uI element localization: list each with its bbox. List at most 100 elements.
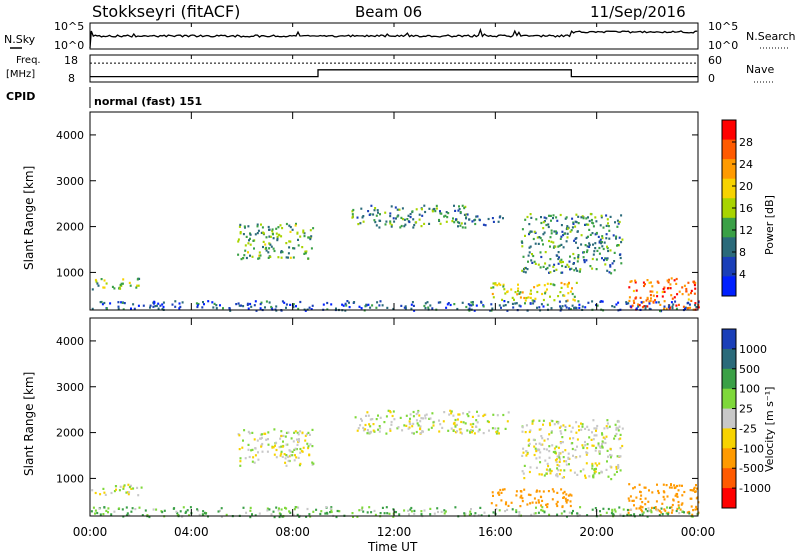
velocity-cell — [678, 506, 681, 509]
power-cell — [591, 232, 594, 235]
power-cell — [152, 305, 155, 308]
power-cell — [513, 298, 515, 301]
power-cell — [616, 219, 619, 222]
power-cell — [378, 226, 381, 229]
velocity-cell — [550, 469, 553, 473]
power-cell — [304, 309, 307, 312]
power-cell — [552, 217, 554, 220]
velocity-cell — [593, 472, 596, 475]
velocity-cell — [416, 422, 419, 425]
power-colorbar-segment — [722, 159, 736, 180]
power-cell — [601, 235, 604, 238]
velocity-cell — [242, 506, 245, 509]
freq-panel-frame — [89, 54, 699, 83]
power-cell — [289, 240, 292, 243]
velocity-cell — [558, 426, 561, 429]
velocity-cell — [397, 426, 400, 429]
velocity-cell — [582, 468, 585, 471]
power-cell — [460, 222, 463, 225]
power-cell — [571, 217, 574, 220]
power-cell — [552, 214, 555, 217]
velocity-cell — [559, 442, 562, 445]
velocity-cell — [635, 496, 638, 499]
power-cell — [555, 231, 558, 234]
power-cell — [663, 300, 666, 303]
power-colorbar-tick-label: 8 — [739, 246, 746, 259]
power-cell — [415, 221, 418, 224]
power-colorbar-tick-label: 16 — [739, 202, 753, 215]
power-cell — [652, 294, 655, 297]
velocity-cell — [609, 453, 612, 457]
velocity-cell — [424, 414, 427, 417]
velocity-cell — [692, 489, 695, 492]
velocity-cell — [309, 515, 312, 518]
power-cell — [487, 217, 490, 221]
power-cell — [504, 304, 507, 307]
velocity-cell — [586, 452, 589, 455]
velocity-cell — [351, 512, 354, 515]
velocity-cell — [409, 508, 412, 511]
velocity-cell — [678, 484, 681, 487]
power-cell — [373, 209, 376, 212]
velocity-cell — [471, 415, 474, 418]
velocity-cell — [302, 446, 305, 449]
power-cell — [244, 244, 247, 247]
velocity-cell — [372, 429, 375, 432]
velocity-cell — [542, 423, 544, 426]
power-cell — [389, 212, 392, 215]
velocity-cell — [462, 421, 465, 424]
power-cell — [548, 264, 551, 267]
velocity-cell — [420, 417, 423, 420]
velocity-cell — [444, 510, 447, 513]
velocity-cell — [288, 459, 291, 463]
velocity-cell — [638, 507, 641, 510]
power-cell — [91, 307, 94, 310]
velocity-cell — [569, 437, 571, 440]
power-cell — [675, 307, 678, 310]
power-cell — [411, 301, 414, 304]
velocity-cell — [556, 491, 559, 494]
velocity-cell — [188, 514, 190, 517]
power-cell — [455, 218, 458, 221]
velocity-cell — [655, 508, 658, 511]
velocity-cell — [297, 506, 300, 509]
power-cell — [240, 258, 243, 261]
velocity-cell — [134, 508, 137, 511]
power-cell — [557, 245, 560, 248]
velocity-cell — [598, 452, 601, 455]
velocity-cell — [307, 445, 310, 448]
power-cell — [574, 306, 577, 309]
power-cell — [646, 305, 649, 308]
power-cell — [537, 242, 540, 245]
power-cell — [565, 227, 568, 231]
velocity-cell — [563, 476, 565, 479]
velocity-cell — [104, 493, 107, 496]
power-cell — [171, 303, 174, 306]
velocity-cell — [123, 484, 126, 487]
power-cell — [587, 216, 589, 219]
velocity-cell — [367, 414, 370, 417]
velocity-cell — [102, 487, 105, 490]
power-cell — [559, 237, 562, 240]
power-cell — [473, 309, 476, 312]
velocity-cell — [558, 456, 561, 459]
power-cell — [159, 304, 162, 307]
velocity-cell — [518, 513, 521, 516]
velocity-cell — [279, 513, 282, 516]
power-cell — [688, 303, 691, 306]
power-cell — [464, 205, 467, 208]
velocity-cell — [284, 457, 287, 460]
power-cell — [582, 217, 585, 220]
power-cell — [181, 301, 184, 304]
power-cell — [365, 303, 368, 306]
velocity-cell — [543, 439, 546, 442]
power-cell — [586, 249, 589, 252]
power-cell — [457, 209, 460, 212]
power-cell — [291, 228, 294, 231]
power-cell — [605, 233, 608, 236]
velocity-cell — [278, 507, 280, 510]
power-cell — [560, 235, 563, 238]
velocity-cell — [483, 511, 486, 514]
velocity-cell — [220, 515, 223, 518]
power-cell — [560, 281, 563, 285]
